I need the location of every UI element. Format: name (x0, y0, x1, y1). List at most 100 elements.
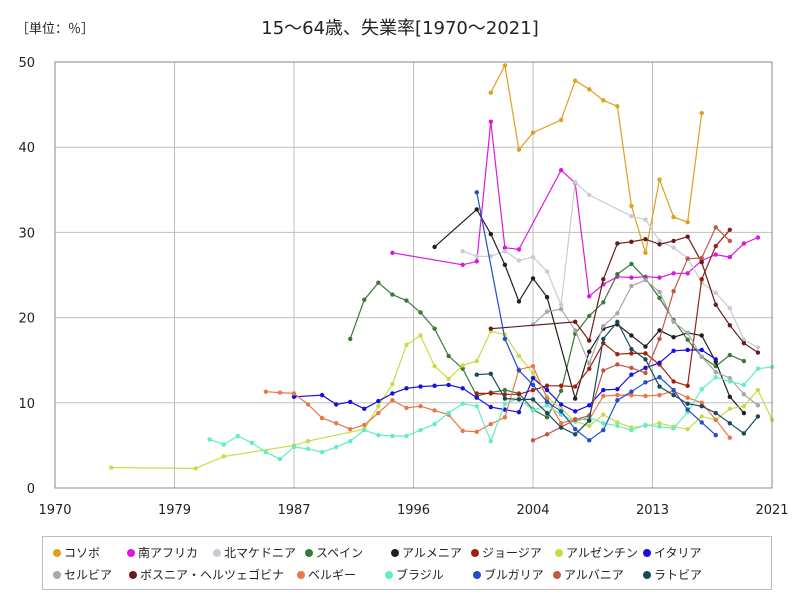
data-point (263, 389, 269, 394)
data-point (643, 380, 648, 385)
data-point (432, 326, 437, 331)
series-layer (109, 63, 775, 471)
data-point (629, 214, 634, 219)
data-point (615, 271, 620, 277)
data-point (629, 275, 634, 280)
data-point (601, 393, 606, 399)
data-point (713, 357, 718, 362)
data-point (516, 247, 522, 252)
data-point (685, 395, 690, 400)
data-point (685, 219, 690, 225)
data-point (741, 382, 747, 388)
data-point (544, 294, 550, 300)
data-point (516, 299, 522, 304)
data-point (699, 347, 704, 353)
legend-item: ジョージア (471, 544, 542, 561)
series-line (349, 263, 745, 419)
data-point (221, 442, 226, 447)
legend-item: ボスニア・ヘルツェゴビナ (129, 566, 284, 583)
legend-item: ブルガリア (473, 566, 544, 583)
data-point (277, 456, 283, 462)
data-point (446, 376, 451, 382)
data-point (558, 117, 564, 123)
data-point (291, 394, 297, 400)
data-point (235, 433, 240, 439)
data-point (474, 358, 479, 364)
data-point (572, 78, 578, 83)
data-point (404, 405, 409, 411)
data-point (727, 323, 733, 328)
series-line (392, 121, 759, 298)
legend-swatch (385, 570, 393, 579)
data-point (601, 300, 606, 305)
data-point (572, 179, 578, 185)
data-point (615, 319, 620, 325)
legend-item: アルメニア (391, 544, 462, 561)
data-point (390, 381, 395, 387)
legend-item: イタリア (643, 544, 702, 561)
data-point (587, 366, 592, 371)
legend-swatch (553, 570, 561, 579)
legend-label: セルビア (64, 568, 113, 582)
legend-item: ベルギー (297, 566, 356, 583)
data-point (685, 347, 690, 353)
legend-swatch (305, 548, 313, 557)
data-point (474, 254, 479, 259)
data-point (671, 387, 676, 393)
data-point (657, 336, 662, 342)
legend-item: アルゼンチン (555, 544, 638, 561)
data-point (685, 383, 690, 388)
data-point (685, 337, 690, 342)
data-point (615, 423, 620, 429)
series-9 (488, 234, 761, 355)
y-tick-label: 50 (18, 56, 35, 71)
data-point (488, 231, 494, 237)
data-point (390, 433, 395, 439)
data-point (643, 393, 648, 399)
data-point (587, 361, 592, 366)
data-point (460, 386, 465, 391)
data-point (601, 98, 606, 103)
data-point (221, 454, 226, 459)
data-point (615, 420, 620, 425)
data-point (657, 392, 662, 398)
legend: コソボ 南アフリカ 北マケドニア スペイン アルメニア ジョージア アルゼンチン イタリア セル… (42, 536, 772, 590)
data-point (587, 338, 592, 343)
data-point (657, 238, 662, 244)
data-point (418, 310, 423, 315)
data-point (502, 262, 508, 267)
legend-label: 北マケドニア (224, 546, 297, 560)
data-point (699, 420, 704, 425)
data-point (572, 432, 578, 437)
data-point (629, 392, 634, 398)
data-point (460, 366, 465, 371)
series-8 (530, 277, 761, 408)
series-0 (488, 63, 704, 256)
data-point (727, 394, 733, 400)
data-point (727, 238, 733, 244)
data-point (685, 401, 690, 406)
legend-label: ベルギー (308, 568, 357, 582)
data-point (587, 87, 592, 92)
series-11 (207, 364, 775, 462)
data-point (474, 404, 479, 409)
data-point (755, 350, 761, 355)
data-point (516, 258, 522, 263)
data-point (376, 432, 381, 438)
data-point (671, 426, 676, 431)
data-point (643, 277, 648, 283)
data-point (643, 422, 648, 428)
data-point (193, 466, 198, 471)
data-point (629, 389, 634, 394)
data-point (530, 370, 536, 376)
data-point (657, 424, 662, 429)
legend-item: スペイン (305, 544, 363, 561)
data-point (671, 214, 676, 220)
legend-swatch (473, 570, 481, 579)
data-point (530, 387, 536, 393)
series-line (490, 63, 703, 253)
data-point (333, 402, 339, 407)
data-point (418, 404, 423, 409)
data-point (713, 410, 718, 416)
data-point (404, 298, 409, 303)
